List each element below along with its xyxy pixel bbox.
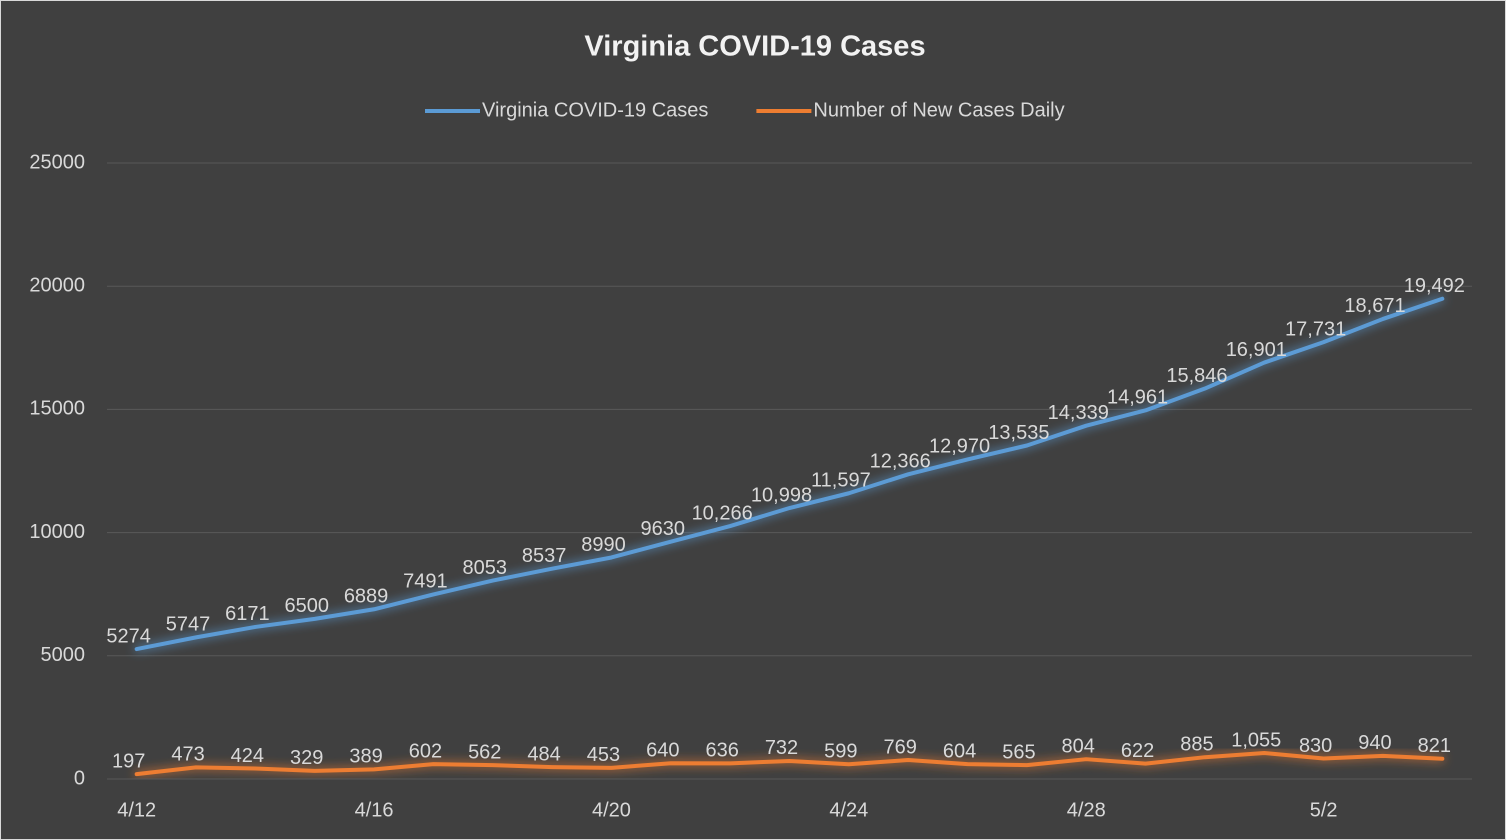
- data-label: 14,339: [1048, 402, 1109, 424]
- x-tick-label: 4/28: [1067, 799, 1106, 821]
- y-tick-label: 0: [74, 767, 85, 789]
- y-tick-label: 25000: [29, 151, 85, 173]
- x-tick-label: 4/20: [592, 799, 631, 821]
- data-label: 5274: [106, 625, 151, 647]
- data-label: 14,961: [1107, 387, 1168, 409]
- data-label: 8053: [463, 557, 508, 579]
- data-label: 12,970: [929, 436, 990, 458]
- data-label: 424: [231, 745, 264, 767]
- data-label: 599: [824, 741, 857, 763]
- data-label: 197: [112, 750, 145, 772]
- y-tick-label: 20000: [29, 274, 85, 296]
- data-label: 10,998: [751, 484, 812, 506]
- data-label: 830: [1299, 735, 1332, 757]
- x-tick-label: 4/12: [117, 799, 156, 821]
- data-label: 484: [527, 743, 560, 765]
- data-label: 562: [468, 741, 501, 763]
- data-label: 389: [349, 746, 382, 768]
- data-label: 804: [1062, 735, 1095, 757]
- legend-label: Virginia COVID-19 Cases: [482, 99, 708, 121]
- chart-title: Virginia COVID-19 Cases: [584, 31, 925, 63]
- x-tick-label: 4/16: [355, 799, 394, 821]
- data-label: 636: [705, 740, 738, 762]
- data-label: 11,597: [811, 470, 871, 492]
- data-label: 940: [1358, 732, 1391, 754]
- data-label: 12,366: [870, 451, 931, 473]
- data-label: 622: [1121, 740, 1154, 762]
- data-label: 16,901: [1226, 339, 1287, 361]
- data-label: 10,266: [692, 502, 753, 524]
- y-tick-label: 15000: [29, 398, 85, 420]
- data-label: 1,055: [1231, 729, 1281, 751]
- x-tick-label: 4/24: [829, 799, 868, 821]
- series-line: [134, 751, 1445, 777]
- data-label: 329: [290, 747, 323, 769]
- data-label: 17,731: [1285, 318, 1346, 340]
- data-label: 473: [171, 744, 204, 766]
- y-tick-label: 5000: [41, 644, 86, 666]
- data-label: 602: [409, 740, 442, 762]
- data-label: 19,492: [1404, 275, 1465, 297]
- data-label: 885: [1180, 733, 1213, 755]
- data-label: 13,535: [988, 422, 1049, 444]
- x-tick-label: 5/2: [1310, 799, 1338, 821]
- data-label: 9630: [641, 518, 686, 540]
- data-label: 6500: [284, 595, 329, 617]
- data-label: 8537: [522, 545, 567, 567]
- series-line: [134, 296, 1445, 652]
- data-label: 732: [765, 737, 798, 759]
- y-tick-label: 10000: [29, 521, 85, 543]
- data-label: 6889: [344, 586, 389, 608]
- data-label: 453: [587, 744, 620, 766]
- data-label: 8990: [581, 534, 626, 556]
- legend-label: Number of New Cases Daily: [813, 99, 1064, 121]
- data-label: 769: [884, 736, 917, 758]
- data-label: 640: [646, 740, 679, 762]
- data-label: 15,846: [1166, 365, 1227, 387]
- data-label: 5747: [166, 614, 211, 636]
- data-label: 565: [1002, 741, 1035, 763]
- data-label: 604: [943, 740, 976, 762]
- data-label: 6171: [225, 603, 270, 625]
- data-label: 821: [1418, 735, 1451, 757]
- data-label: 7491: [403, 571, 448, 593]
- data-label: 18,671: [1344, 295, 1405, 317]
